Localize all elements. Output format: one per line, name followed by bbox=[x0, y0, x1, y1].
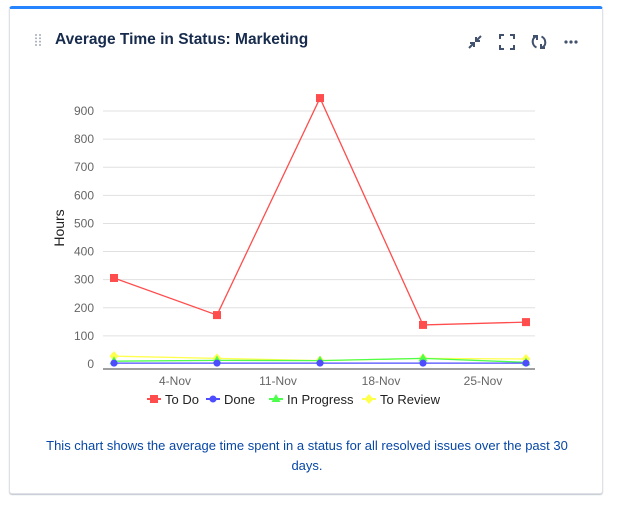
data-point bbox=[522, 359, 530, 367]
gadget-actions bbox=[464, 31, 582, 53]
legend-label: To Do bbox=[165, 392, 199, 407]
x-tick-label: 4-Nov bbox=[159, 374, 191, 388]
chart-description: This chart shows the average time spent … bbox=[46, 438, 568, 473]
gadget-title: Average Time in Status: Marketing bbox=[55, 31, 309, 48]
data-point bbox=[419, 359, 427, 367]
legend-label: In Progress bbox=[287, 392, 354, 407]
y-axis-label: Hours bbox=[51, 209, 67, 246]
y-tick-label: 800 bbox=[74, 132, 94, 146]
y-tick-label: 200 bbox=[74, 301, 94, 315]
minimize-icon bbox=[468, 35, 482, 49]
data-point bbox=[522, 318, 530, 327]
data-point bbox=[110, 273, 118, 282]
y-tick-label: 600 bbox=[74, 188, 94, 202]
legend-marker bbox=[364, 394, 374, 404]
gadget-card: Average Time in Status: Marketing bbox=[9, 6, 603, 494]
x-tick-label: 11-Nov bbox=[259, 374, 297, 388]
legend-marker bbox=[150, 395, 158, 403]
legend-label: Done bbox=[224, 392, 255, 407]
y-tick-label: 300 bbox=[74, 273, 94, 287]
y-tick-label: 900 bbox=[74, 104, 94, 118]
data-point bbox=[419, 320, 427, 329]
line-chart: 0 100 200 300 400 500 600 700 800 900 4-Nov 11-Nov 1… bbox=[51, 94, 535, 407]
y-tick-label: 500 bbox=[74, 216, 94, 230]
data-point bbox=[213, 359, 221, 367]
refresh-button[interactable] bbox=[528, 31, 550, 53]
data-point bbox=[418, 353, 428, 362]
data-point bbox=[110, 359, 118, 367]
data-point bbox=[213, 311, 221, 320]
legend-marker bbox=[209, 395, 217, 403]
legend-marker bbox=[271, 394, 281, 402]
series-line bbox=[113, 96, 527, 326]
refresh-icon bbox=[531, 35, 547, 49]
data-point bbox=[109, 351, 119, 362]
more-icon bbox=[564, 40, 578, 44]
data-point bbox=[316, 94, 324, 103]
x-tick-label: 18-Nov bbox=[362, 374, 401, 388]
drag-handle-icon[interactable] bbox=[34, 33, 42, 47]
x-tick-label: 25-Nov bbox=[464, 374, 503, 388]
fullscreen-icon bbox=[499, 34, 515, 50]
y-tick-label: 0 bbox=[87, 357, 94, 371]
minimize-button[interactable] bbox=[464, 31, 486, 53]
gadget-header: Average Time in Status: Marketing bbox=[10, 9, 602, 69]
fullscreen-button[interactable] bbox=[496, 31, 518, 53]
y-tick-label: 400 bbox=[74, 245, 94, 259]
legend-label: To Review bbox=[380, 392, 441, 407]
y-tick-label: 100 bbox=[74, 329, 94, 343]
more-button[interactable] bbox=[560, 31, 582, 53]
y-tick-label: 700 bbox=[74, 160, 94, 174]
data-point bbox=[316, 359, 324, 367]
